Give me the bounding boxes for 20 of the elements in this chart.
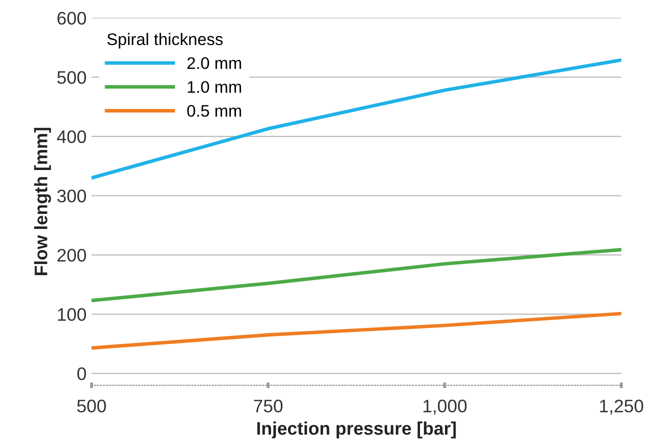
x-tick-label: 500	[77, 400, 106, 412]
line-series	[92, 312, 622, 350]
legend-label: 0.5 mm	[187, 104, 242, 117]
legend-label: 1.0 mm	[188, 81, 242, 93]
y-tick-label: 0	[77, 367, 86, 380]
y-axis-title: Flow length [mm]	[34, 128, 52, 276]
y-tick-label: 600	[57, 12, 86, 25]
y-tick-label: 300	[57, 190, 86, 202]
x-tick-label: 750	[254, 400, 282, 412]
line-series	[92, 248, 622, 302]
x-tick-label: 1,250	[600, 400, 644, 415]
y-tick-label: 100	[58, 308, 86, 321]
legend-title: Spiral thickness	[107, 32, 223, 48]
y-tick-label: 400	[56, 130, 86, 144]
y-tick-label: 200	[57, 248, 86, 262]
line-series	[92, 58, 622, 180]
x-tick-label: 1,000	[424, 400, 467, 415]
legend-label: 2.0 mm	[187, 57, 242, 70]
y-tick-label: 500	[57, 71, 86, 84]
x-axis-title: Injection pressure [bar]	[257, 422, 456, 438]
